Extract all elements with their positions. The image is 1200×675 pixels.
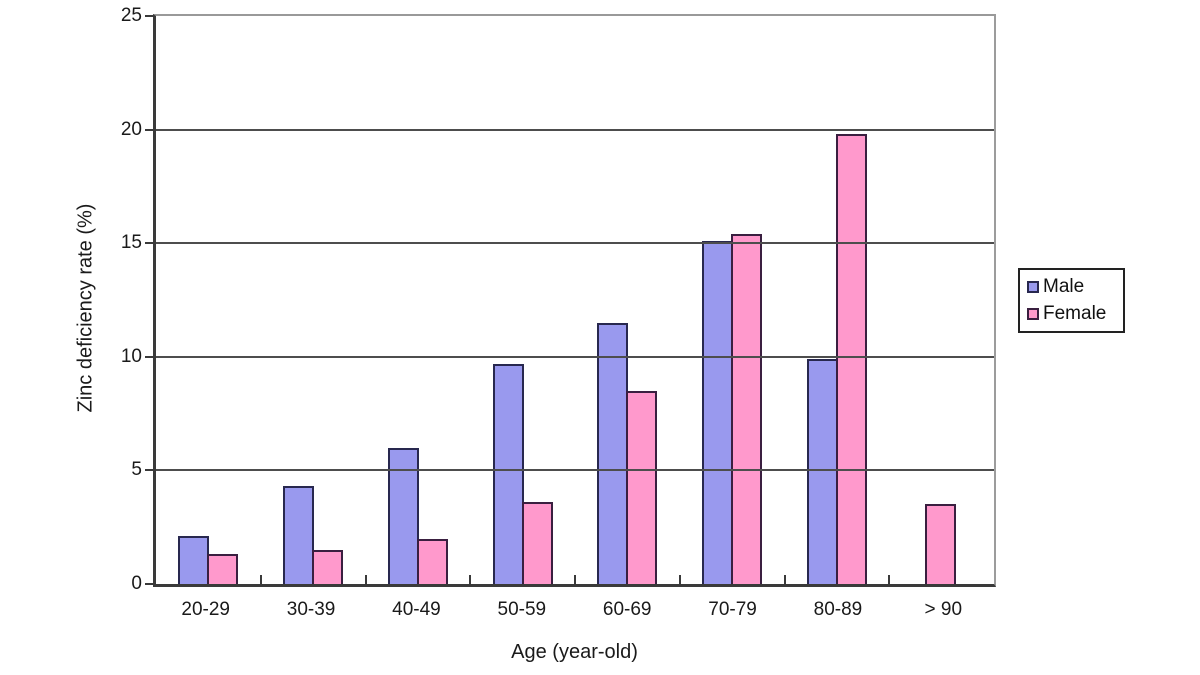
bar-group-70-79: [680, 16, 785, 584]
plot-area: [153, 14, 996, 587]
legend-label-male: Male: [1043, 276, 1085, 297]
legend-item-female: Female: [1027, 303, 1115, 325]
male-bar-20-29: [178, 536, 210, 584]
female-bar-60-69: [626, 391, 658, 584]
bar-group-30-39: [261, 16, 366, 584]
female-bar-80-89: [835, 134, 867, 584]
bar-groups: [156, 16, 994, 584]
x-label-50-59: 50-59: [497, 599, 547, 620]
y-tick-label-0: 0: [131, 573, 142, 594]
x-axis-tick: [469, 575, 472, 584]
y-tick-label-25: 25: [120, 5, 142, 26]
male-bar-70-79: [702, 241, 734, 584]
bar-group-> 90: [889, 16, 994, 584]
x-axis-tick: [888, 575, 891, 584]
y-tick-label-15: 15: [120, 232, 142, 254]
female-bar-> 90: [925, 504, 957, 584]
x-axis-tick: [574, 575, 576, 584]
y-axis-tick-labels: 0 5 10 15 20 25: [0, 5, 142, 594]
x-axis-tick: [783, 575, 786, 584]
male-bar-50-59: [492, 364, 524, 584]
female-bar-20-29: [207, 554, 239, 584]
x-axis-tick: [259, 575, 262, 584]
male-swatch-icon: [1027, 281, 1039, 293]
y-tick-mark-10: [145, 355, 153, 358]
x-axis-title: Age (year-old): [511, 641, 638, 663]
female-bar-70-79: [731, 234, 763, 584]
legend: Male Female: [1018, 268, 1125, 333]
gridline-y-5: [156, 469, 994, 472]
y-tick-mark-15: [145, 242, 153, 245]
x-label-80-89: 80-89: [813, 599, 863, 620]
gridline-y-20: [156, 128, 994, 131]
female-swatch-icon: [1027, 308, 1039, 320]
x-axis-labels: 20-29 30-39 40-49 50-59 60-69 70-79 80-89 > 90: [153, 598, 996, 622]
y-tick-label-5: 5: [131, 459, 142, 481]
bar-group-60-69: [575, 16, 680, 584]
x-label-60-69: 60-69: [602, 599, 652, 620]
gridline-y-15: [156, 242, 994, 245]
y-tick-label-20: 20: [120, 118, 142, 140]
x-label-40-49: 40-49: [392, 599, 441, 620]
y-axis-tick-marks: [145, 15, 153, 585]
x-label-70-79: 70-79: [708, 599, 757, 620]
legend-item-male: Male: [1027, 276, 1115, 298]
male-bar-40-49: [387, 448, 419, 584]
x-label-> 90: > 90: [924, 599, 963, 620]
bar-group-50-59: [470, 16, 575, 584]
male-bar-60-69: [597, 323, 629, 584]
x-axis-tick: [678, 575, 681, 584]
y-tick-mark-25: [145, 15, 153, 17]
legend-label-female: Female: [1043, 303, 1107, 324]
bar-group-80-89: [785, 16, 890, 584]
female-bar-30-39: [312, 550, 344, 584]
x-label-20-29: 20-29: [181, 599, 230, 620]
bar-group-40-49: [366, 16, 471, 584]
x-axis-tick: [364, 575, 367, 584]
y-tick-label-10: 10: [120, 345, 142, 367]
x-label-30-39: 30-39: [286, 599, 336, 620]
y-tick-mark-20: [145, 128, 153, 131]
female-bar-40-49: [416, 539, 448, 584]
gridline-y-10: [156, 355, 994, 358]
y-tick-mark-5: [145, 469, 153, 472]
male-bar-30-39: [283, 486, 315, 584]
male-bar-80-89: [806, 359, 838, 584]
bar-group-20-29: [156, 16, 261, 584]
y-tick-mark-0: [145, 583, 153, 585]
female-bar-50-59: [521, 502, 553, 584]
